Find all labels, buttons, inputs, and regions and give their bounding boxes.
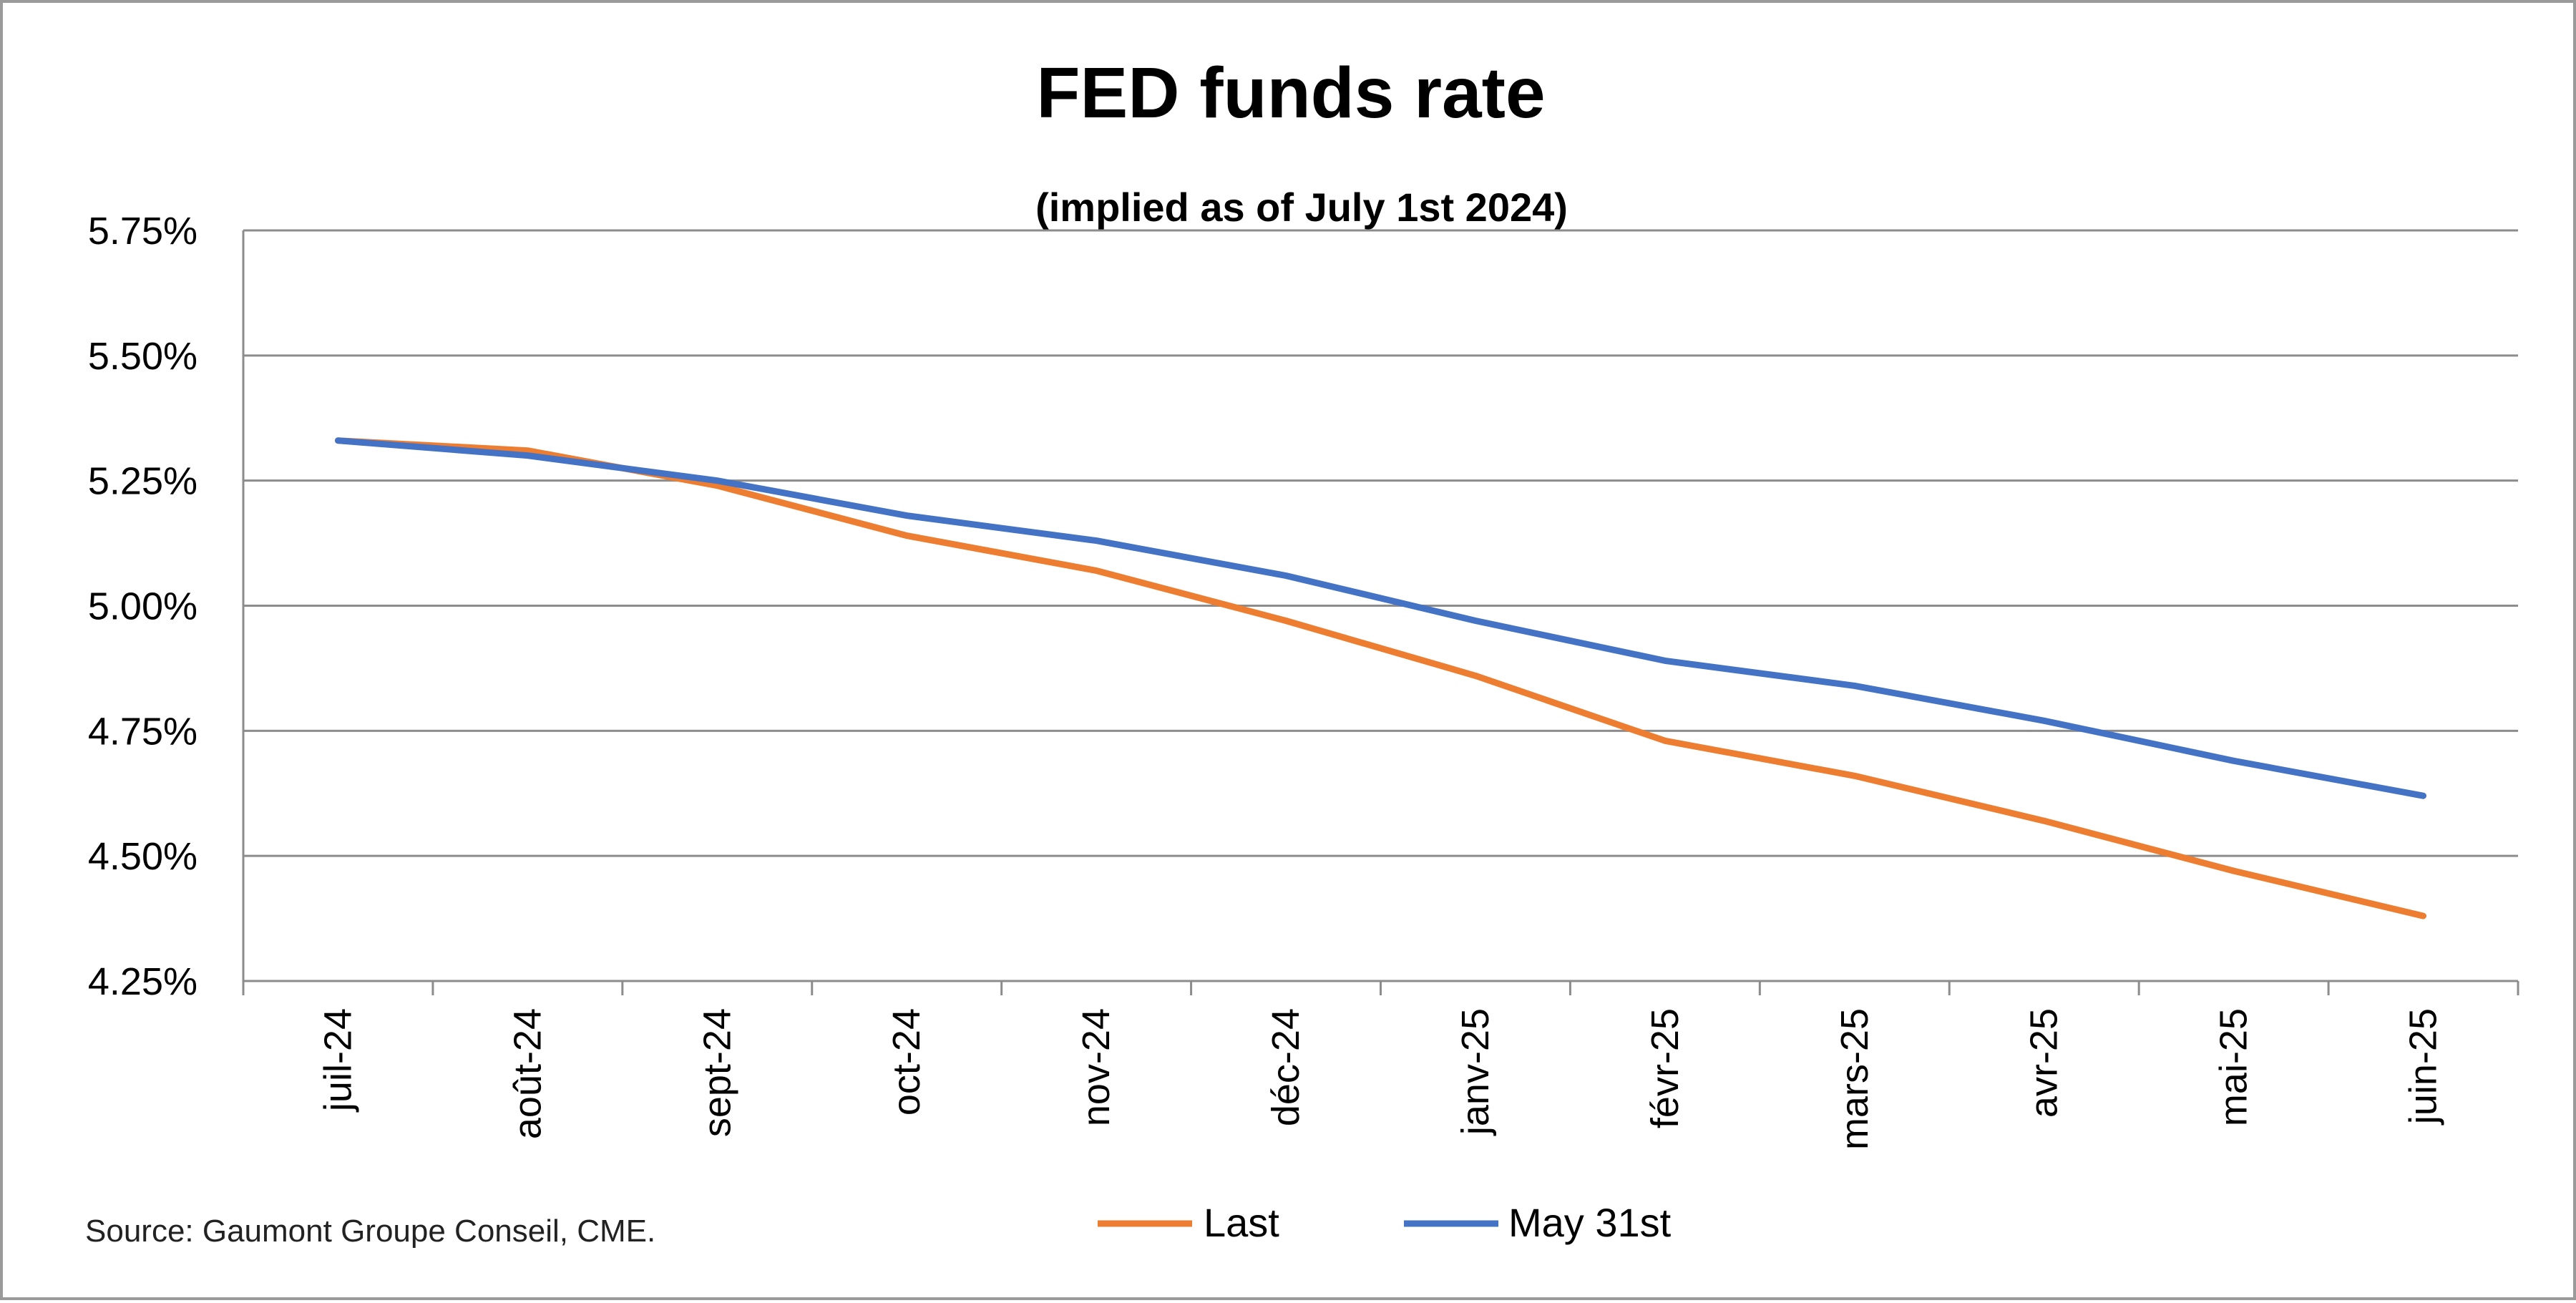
legend-item: May 31st	[1404, 1200, 1672, 1245]
x-tick-label: août-24	[506, 1008, 549, 1139]
legend-label: Last	[1204, 1200, 1279, 1245]
gridlines	[243, 229, 2518, 857]
y-tick-label: 4.75%	[88, 710, 197, 753]
y-tick-label: 4.25%	[88, 960, 197, 1003]
x-tick-label: juil-24	[316, 1008, 359, 1113]
x-tick-label: janv-25	[1454, 1008, 1497, 1136]
x-tick-label: déc-24	[1264, 1008, 1307, 1126]
series-line-1	[335, 437, 2426, 919]
y-tick-label: 5.75%	[88, 210, 197, 253]
x-axis-tick-labels: juil-24 août-24 sept-24 oct-24 nov-24 déc-24 j…	[316, 1008, 2444, 1150]
x-tick-label: avr-25	[2023, 1008, 2066, 1118]
y-tick-label: 5.00%	[88, 585, 197, 628]
legend-label: May 31st	[1508, 1200, 1672, 1245]
legend-item: Last	[1098, 1200, 1279, 1245]
source-note: Source: Gaumont Groupe Conseil, CME.	[85, 1214, 655, 1249]
legend: Last May 31st	[1098, 1200, 1672, 1245]
x-tick-label: mars-25	[1833, 1008, 1876, 1150]
axes	[242, 230, 2519, 995]
series-line-2	[335, 437, 2426, 799]
y-axis-tick-labels: 5.75% 5.50% 5.25% 5.00% 4.75% 4.50% 4.25%	[88, 210, 197, 1003]
y-tick-label: 5.25%	[88, 460, 197, 503]
y-tick-label: 4.50%	[88, 835, 197, 878]
x-tick-label: oct-24	[885, 1008, 928, 1116]
chart-subtitle: (implied as of July 1st 2024)	[1035, 185, 1568, 230]
fed-funds-chart: FED funds rate (implied as of July 1st 2…	[85, 53, 2519, 1249]
x-tick-label: sept-24	[696, 1008, 738, 1137]
x-tick-label: juin-25	[2402, 1008, 2445, 1126]
x-tick-label: févr-25	[1644, 1008, 1687, 1128]
series-lines	[335, 437, 2426, 919]
x-tick-label: mai-25	[2212, 1008, 2255, 1126]
x-tick-label: nov-24	[1075, 1008, 1118, 1126]
y-tick-label: 5.50%	[88, 335, 197, 378]
chart-title: FED funds rate	[1036, 53, 1545, 133]
